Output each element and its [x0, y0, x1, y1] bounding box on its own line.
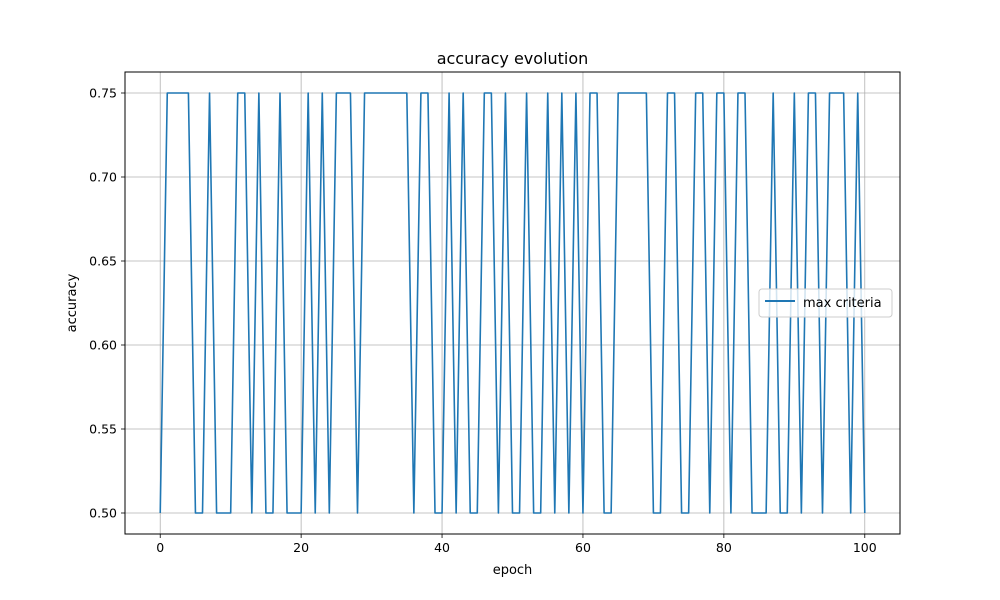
x-tick-label: 0 — [156, 540, 164, 555]
x-tick-label: 100 — [853, 540, 877, 555]
x-tick-label: 20 — [293, 540, 309, 555]
x-axis-ticks: 0 20 40 60 80 100 — [156, 534, 877, 555]
series-group — [159, 92, 866, 514]
legend-label: max criteria — [803, 296, 882, 311]
series-line-max-criteria — [159, 92, 866, 514]
x-tick-label: 80 — [716, 540, 732, 555]
plot-frame — [124, 71, 901, 535]
legend: max criteria — [758, 288, 893, 318]
y-tick-label: 0.70 — [89, 170, 117, 185]
x-tick-label: 60 — [575, 540, 591, 555]
x-tick-label: 40 — [434, 540, 450, 555]
y-axis-label: accuracy — [65, 273, 80, 332]
y-axis-ticks: 0.50 0.55 0.60 0.65 0.70 0.75 — [89, 86, 125, 521]
x-axis-label: epoch — [493, 563, 533, 578]
y-tick-label: 0.60 — [89, 338, 117, 353]
y-tick-label: 0.65 — [89, 254, 117, 269]
y-tick-label: 0.50 — [89, 506, 117, 521]
legend-box — [758, 288, 893, 318]
y-tick-label: 0.75 — [89, 86, 117, 101]
chart-title: accuracy evolution — [437, 49, 589, 68]
y-tick-label: 0.55 — [89, 422, 117, 437]
